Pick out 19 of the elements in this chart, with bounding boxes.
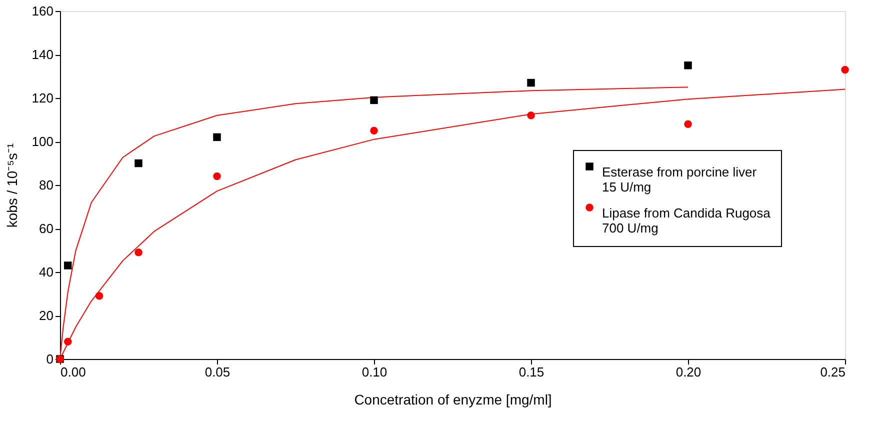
legend-label: Esterase from porcine liver 15 U/mg [602,164,758,194]
y-tick-label: 80 [39,178,54,192]
x-tick-label: 0.00 [60,364,86,380]
y-tick-label: 0 [46,352,54,366]
x-tick-label: 0.20 [676,364,702,380]
x-tick-label: 0.10 [362,364,388,380]
y-axis-title: kobs / 10⁻⁵s⁻¹ [4,143,20,228]
x-tick-label: 0.25 [820,364,846,380]
x-tick-label: 0.15 [518,364,544,380]
y-tick-label: 100 [32,134,54,149]
x-tick-label: 0.05 [204,364,230,380]
y-tick-label: 140 [32,47,54,62]
legend-label: Lipase from Candida Rugosa 700 U/mg [602,206,772,236]
x-axis-title: Concetration of enyzme [mg/ml] [354,392,552,408]
y-tick-label: 20 [39,308,54,323]
y-tick-label: 120 [32,90,54,106]
y-tick-label: 60 [39,221,54,236]
y-tick-label: 40 [39,264,54,280]
y-tick-label: 160 [32,4,54,18]
